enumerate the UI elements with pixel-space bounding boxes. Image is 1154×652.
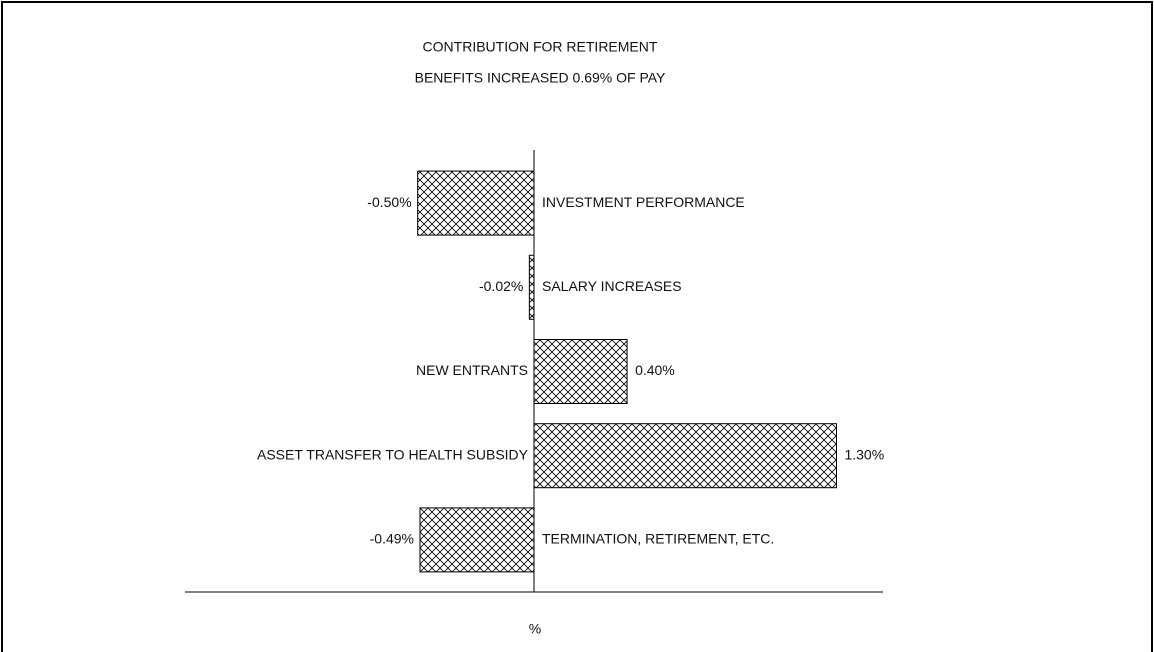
value-label: 0.40% (635, 362, 675, 378)
value-label: -0.02% (479, 278, 523, 294)
bar (533, 423, 837, 489)
category-label: TERMINATION, RETIREMENT, ETC. (542, 531, 774, 547)
category-label: NEW ENTRANTS (416, 362, 528, 378)
value-label: -0.49% (370, 531, 414, 547)
category-label: ASSET TRANSFER TO HEALTH SUBSIDY (257, 446, 529, 462)
x-axis-label: % (529, 621, 541, 637)
chart-title: CONTRIBUTION FOR RETIREMENT (423, 39, 658, 55)
chart-subtitle: BENEFITS INCREASED 0.69% OF PAY (415, 70, 666, 86)
bar (528, 254, 535, 320)
category-label: SALARY INCREASES (542, 278, 682, 294)
bar (417, 170, 535, 236)
bar (533, 339, 628, 404)
category-label: INVESTMENT PERFORMANCE (542, 194, 745, 210)
value-label: -0.50% (367, 194, 411, 210)
value-label: 1.30% (844, 446, 884, 462)
bar (419, 507, 535, 573)
